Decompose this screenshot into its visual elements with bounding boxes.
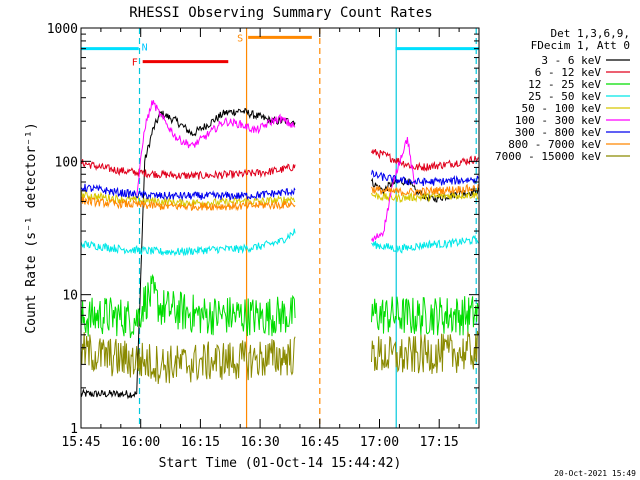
legend-entry-label: 7000 - 15000 keV (495, 150, 601, 163)
x-tick-label: 17:00 (360, 435, 399, 450)
y-tick-label: 10 (62, 289, 78, 304)
y-tick-label: 1000 (47, 22, 78, 37)
flag-label-F: F (132, 58, 138, 69)
series-line-2 (80, 273, 479, 339)
x-tick-label: 15:45 (61, 435, 100, 450)
series-lines (80, 100, 479, 400)
legend-header-line: Det 1,3,6,9, (551, 27, 630, 40)
legend-entry-label: 25 - 50 keV (528, 90, 601, 103)
series-line-3 (80, 228, 479, 257)
timestamp: 20-Oct-2021 15:49 (554, 469, 636, 478)
legend-entry-label: 100 - 300 keV (515, 114, 601, 127)
legend-header-line: FDecim 1, Att 0 (531, 39, 630, 52)
y-axis-label: Count Rate (s⁻¹ detector⁻¹) (24, 122, 39, 333)
series-line-7 (80, 183, 479, 212)
y-tick-label: 100 (55, 155, 78, 170)
legend-entry-label: 3 - 6 keV (541, 54, 601, 67)
series-line-5 (136, 100, 415, 242)
legend-entry-label: 6 - 12 keV (535, 66, 602, 79)
series-line-1 (80, 149, 479, 180)
x-axis-label: Start Time (01-Oct-14 15:44:42) (159, 456, 402, 471)
y-tick-label: 1 (70, 422, 78, 437)
legend-entry-label: 12 - 25 keV (528, 78, 601, 91)
x-tick-label: 16:45 (300, 435, 339, 450)
x-tick-label: 16:15 (181, 435, 220, 450)
series-line-6 (80, 169, 479, 201)
legend-entry-label: 50 - 100 keV (522, 102, 602, 115)
x-tick-label: 16:30 (241, 435, 280, 450)
flag-label-S: S (237, 33, 243, 44)
chart-title: RHESSI Observing Summary Count Rates (129, 5, 432, 21)
legend-entry-label: 800 - 7000 keV (508, 138, 601, 151)
flag-label-N: N (142, 43, 148, 54)
x-tick-label: 16:00 (121, 435, 160, 450)
series-line-8 (80, 330, 479, 385)
axes: 15:45 16:00 16:15 16:30 16:45 17:00 17:15 1 10 10… (47, 22, 480, 450)
legend-entry-label: 300 - 800 keV (515, 126, 601, 139)
x-tick-label: 17:15 (420, 435, 459, 450)
